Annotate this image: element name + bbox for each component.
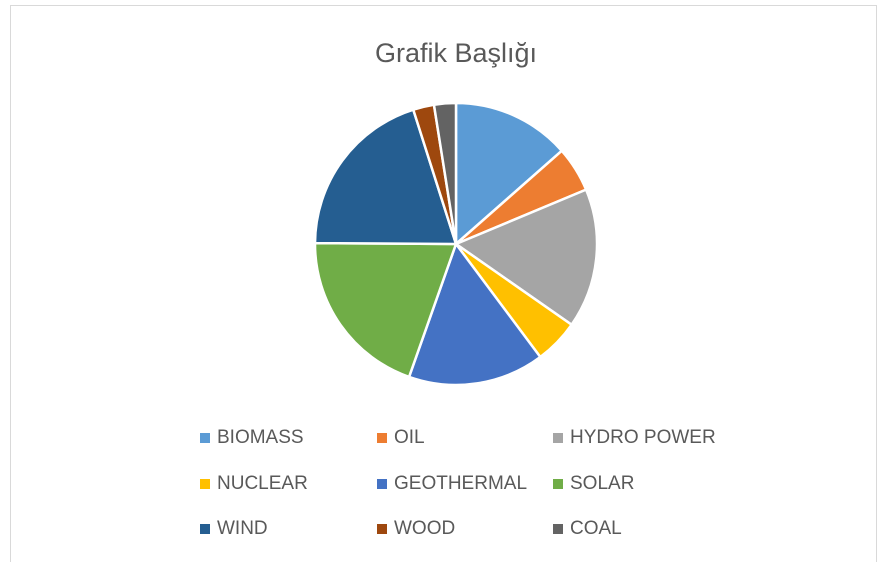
- legend-marker: [200, 433, 210, 443]
- pie-slice: [313, 108, 458, 246]
- legend-marker: [377, 479, 387, 489]
- legend-label: COAL: [570, 518, 622, 539]
- legend-marker: [377, 433, 387, 443]
- legend-label: OIL: [394, 427, 425, 448]
- legend-label: HYDRO POWER: [570, 427, 716, 448]
- pie-slice: [432, 101, 458, 245]
- pie-slice: [453, 187, 599, 327]
- legend-label: WIND: [217, 518, 268, 539]
- legend-label: NUCLEAR: [217, 473, 308, 494]
- legend-label: WOOD: [394, 518, 455, 539]
- pie-slice: [407, 241, 543, 387]
- legend-marker: [200, 479, 210, 489]
- legend-marker: [553, 479, 563, 489]
- chart-title: Grafik Başlığı: [375, 38, 537, 68]
- legend-marker: [553, 433, 563, 443]
- legend-marker: [377, 524, 387, 534]
- pie-slice: [454, 101, 564, 247]
- legend-label: GEOTHERMAL: [394, 473, 527, 494]
- legend-label: BIOMASS: [217, 427, 304, 448]
- legend-marker: [200, 524, 210, 534]
- legend-label: SOLAR: [570, 473, 634, 494]
- legend-marker: [553, 524, 563, 534]
- pie-slice: [313, 241, 458, 379]
